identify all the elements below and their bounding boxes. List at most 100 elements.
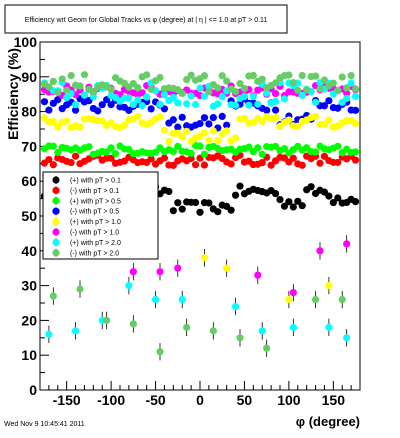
data-point xyxy=(343,240,351,248)
data-point xyxy=(320,152,329,160)
data-point xyxy=(325,116,333,124)
y-tick-label: 60 xyxy=(21,173,37,189)
data-point xyxy=(107,85,115,94)
data-point xyxy=(205,199,213,207)
data-point xyxy=(347,79,355,87)
legend-entry-label: (+) with pT > 0.1 xyxy=(70,178,121,185)
data-point xyxy=(94,107,102,115)
data-point xyxy=(298,161,306,169)
data-point xyxy=(156,100,164,108)
data-point xyxy=(160,105,169,113)
y-tick-label: 100 xyxy=(14,34,38,50)
data-point xyxy=(338,73,346,81)
data-point xyxy=(311,72,320,80)
data-point xyxy=(183,127,191,135)
data-point xyxy=(307,183,315,191)
axes: 0 10 20 30 40 50 60 70 80 90 100 -150 -100 -50 0 50 100 1… xyxy=(14,34,361,408)
series-2 xyxy=(40,141,360,158)
legend-marker xyxy=(52,207,60,215)
data-point xyxy=(271,189,280,198)
data-point xyxy=(183,100,191,108)
data-point xyxy=(263,89,271,97)
data-point xyxy=(258,327,266,335)
data-point xyxy=(160,91,169,99)
data-point xyxy=(156,113,164,121)
data-point xyxy=(214,84,222,92)
data-point xyxy=(223,127,231,135)
data-point xyxy=(125,94,133,102)
data-point xyxy=(49,142,57,150)
data-point xyxy=(218,72,226,80)
data-point xyxy=(63,94,71,102)
data-point xyxy=(147,155,155,163)
data-point xyxy=(231,302,240,311)
series-4 xyxy=(40,112,360,309)
data-point xyxy=(107,100,115,109)
data-point xyxy=(169,93,177,102)
data-point xyxy=(343,84,351,92)
data-point xyxy=(298,91,306,100)
data-point xyxy=(80,91,89,99)
y-tick-label: 80 xyxy=(21,104,37,120)
data-point xyxy=(231,88,240,96)
data-point xyxy=(183,323,191,331)
data-point xyxy=(174,199,182,207)
data-point xyxy=(169,116,177,124)
data-point xyxy=(169,207,177,215)
data-point xyxy=(334,142,342,150)
legend-marker xyxy=(52,238,60,246)
data-point xyxy=(107,154,115,162)
data-point xyxy=(227,206,235,214)
data-point xyxy=(289,79,297,87)
data-point xyxy=(289,154,297,162)
data-point xyxy=(276,195,284,204)
data-point xyxy=(71,101,80,109)
data-point xyxy=(285,295,293,304)
data-point xyxy=(67,71,75,80)
data-point xyxy=(231,101,240,109)
data-point xyxy=(107,144,115,152)
data-point xyxy=(285,116,293,124)
data-point xyxy=(71,152,80,160)
data-point xyxy=(267,161,275,169)
data-point xyxy=(249,71,257,80)
data-point xyxy=(294,197,302,205)
data-point xyxy=(240,84,249,93)
data-point xyxy=(351,106,360,114)
data-point xyxy=(196,84,204,92)
data-point xyxy=(174,142,182,151)
data-point xyxy=(303,86,311,94)
data-point xyxy=(103,316,111,324)
data-point xyxy=(258,75,266,83)
data-point xyxy=(329,79,337,87)
data-point xyxy=(351,156,360,164)
data-point xyxy=(209,327,217,335)
data-point xyxy=(134,112,142,120)
data-point xyxy=(263,344,271,352)
legend-entry-label: (+) with pT > 2.0 xyxy=(70,240,121,247)
data-point xyxy=(311,148,320,156)
data-point xyxy=(125,282,133,290)
data-point xyxy=(311,295,320,304)
series-1 xyxy=(40,151,360,169)
data-point xyxy=(320,102,329,110)
data-point xyxy=(240,92,249,101)
legend-entry-label: (-) with pT > 2.0 xyxy=(70,250,119,257)
legend-entry-label: (-) with pT > 1.0 xyxy=(70,230,119,237)
data-point xyxy=(316,159,324,167)
data-point xyxy=(351,148,360,156)
x-tick-label: 100 xyxy=(277,392,301,408)
data-point xyxy=(351,92,360,100)
data-point xyxy=(169,147,177,156)
data-point xyxy=(325,192,333,200)
data-point xyxy=(138,89,146,97)
legend-marker xyxy=(52,218,60,226)
data-point xyxy=(280,95,289,103)
data-point xyxy=(98,101,106,109)
data-point xyxy=(325,323,333,331)
data-point xyxy=(196,119,204,128)
data-point xyxy=(271,106,280,114)
data-point xyxy=(54,96,62,104)
